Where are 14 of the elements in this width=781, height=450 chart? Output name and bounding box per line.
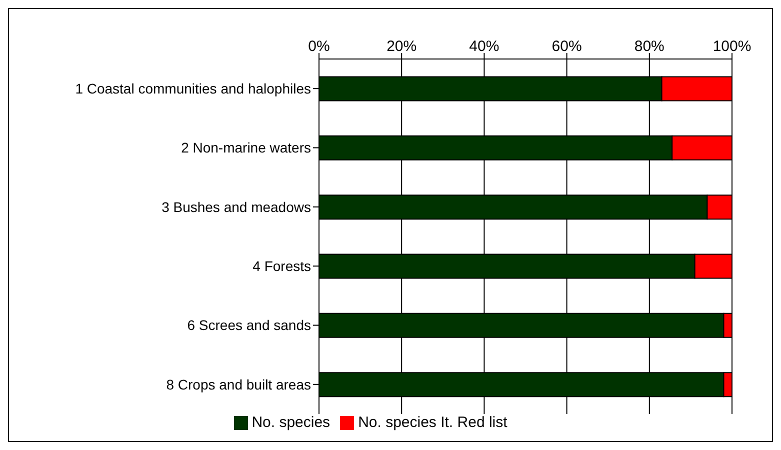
legend-label: No. species <box>252 414 330 431</box>
y-tick-label: 1 Coastal communities and halophiles <box>75 80 311 97</box>
legend-label: No. species It. Red list <box>358 414 508 431</box>
x-tick-label: 40% <box>469 38 500 55</box>
x-tick-label: 80% <box>634 38 664 55</box>
y-tick-label: 8 Crops and built areas <box>166 376 311 392</box>
x-tick-label: 60% <box>552 38 582 55</box>
x-tick-label: 100% <box>712 38 752 55</box>
x-tick-label: 0% <box>308 38 330 55</box>
y-tick-label: 2 Non-marine waters <box>181 140 311 156</box>
y-tick-label: 4 Forests <box>252 258 311 274</box>
y-tick-label: 6 Screes and sands <box>187 317 311 334</box>
y-tick-label: 3 Bushes and meadows <box>162 198 311 215</box>
x-tick-label: 20% <box>386 38 417 55</box>
